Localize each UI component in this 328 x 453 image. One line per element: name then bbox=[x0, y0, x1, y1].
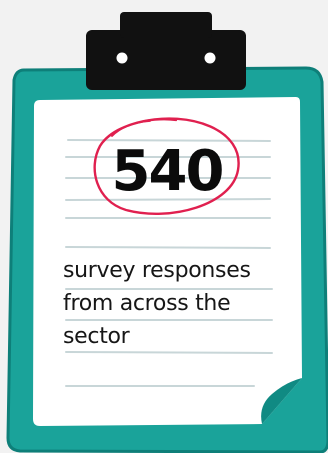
hand-drawn-circle-icon bbox=[93, 117, 240, 216]
ruled-lines bbox=[65, 139, 273, 387]
ruled-line bbox=[65, 198, 271, 201]
clipboard-clip-icon bbox=[86, 12, 246, 90]
ruled-line bbox=[67, 139, 271, 142]
ruled-line bbox=[65, 246, 271, 249]
ruled-line bbox=[65, 351, 273, 354]
stat-value: 540 bbox=[111, 139, 225, 204]
paper-fold-corner bbox=[261, 378, 302, 424]
stat-caption: survey responses from across the sector bbox=[63, 258, 251, 349]
